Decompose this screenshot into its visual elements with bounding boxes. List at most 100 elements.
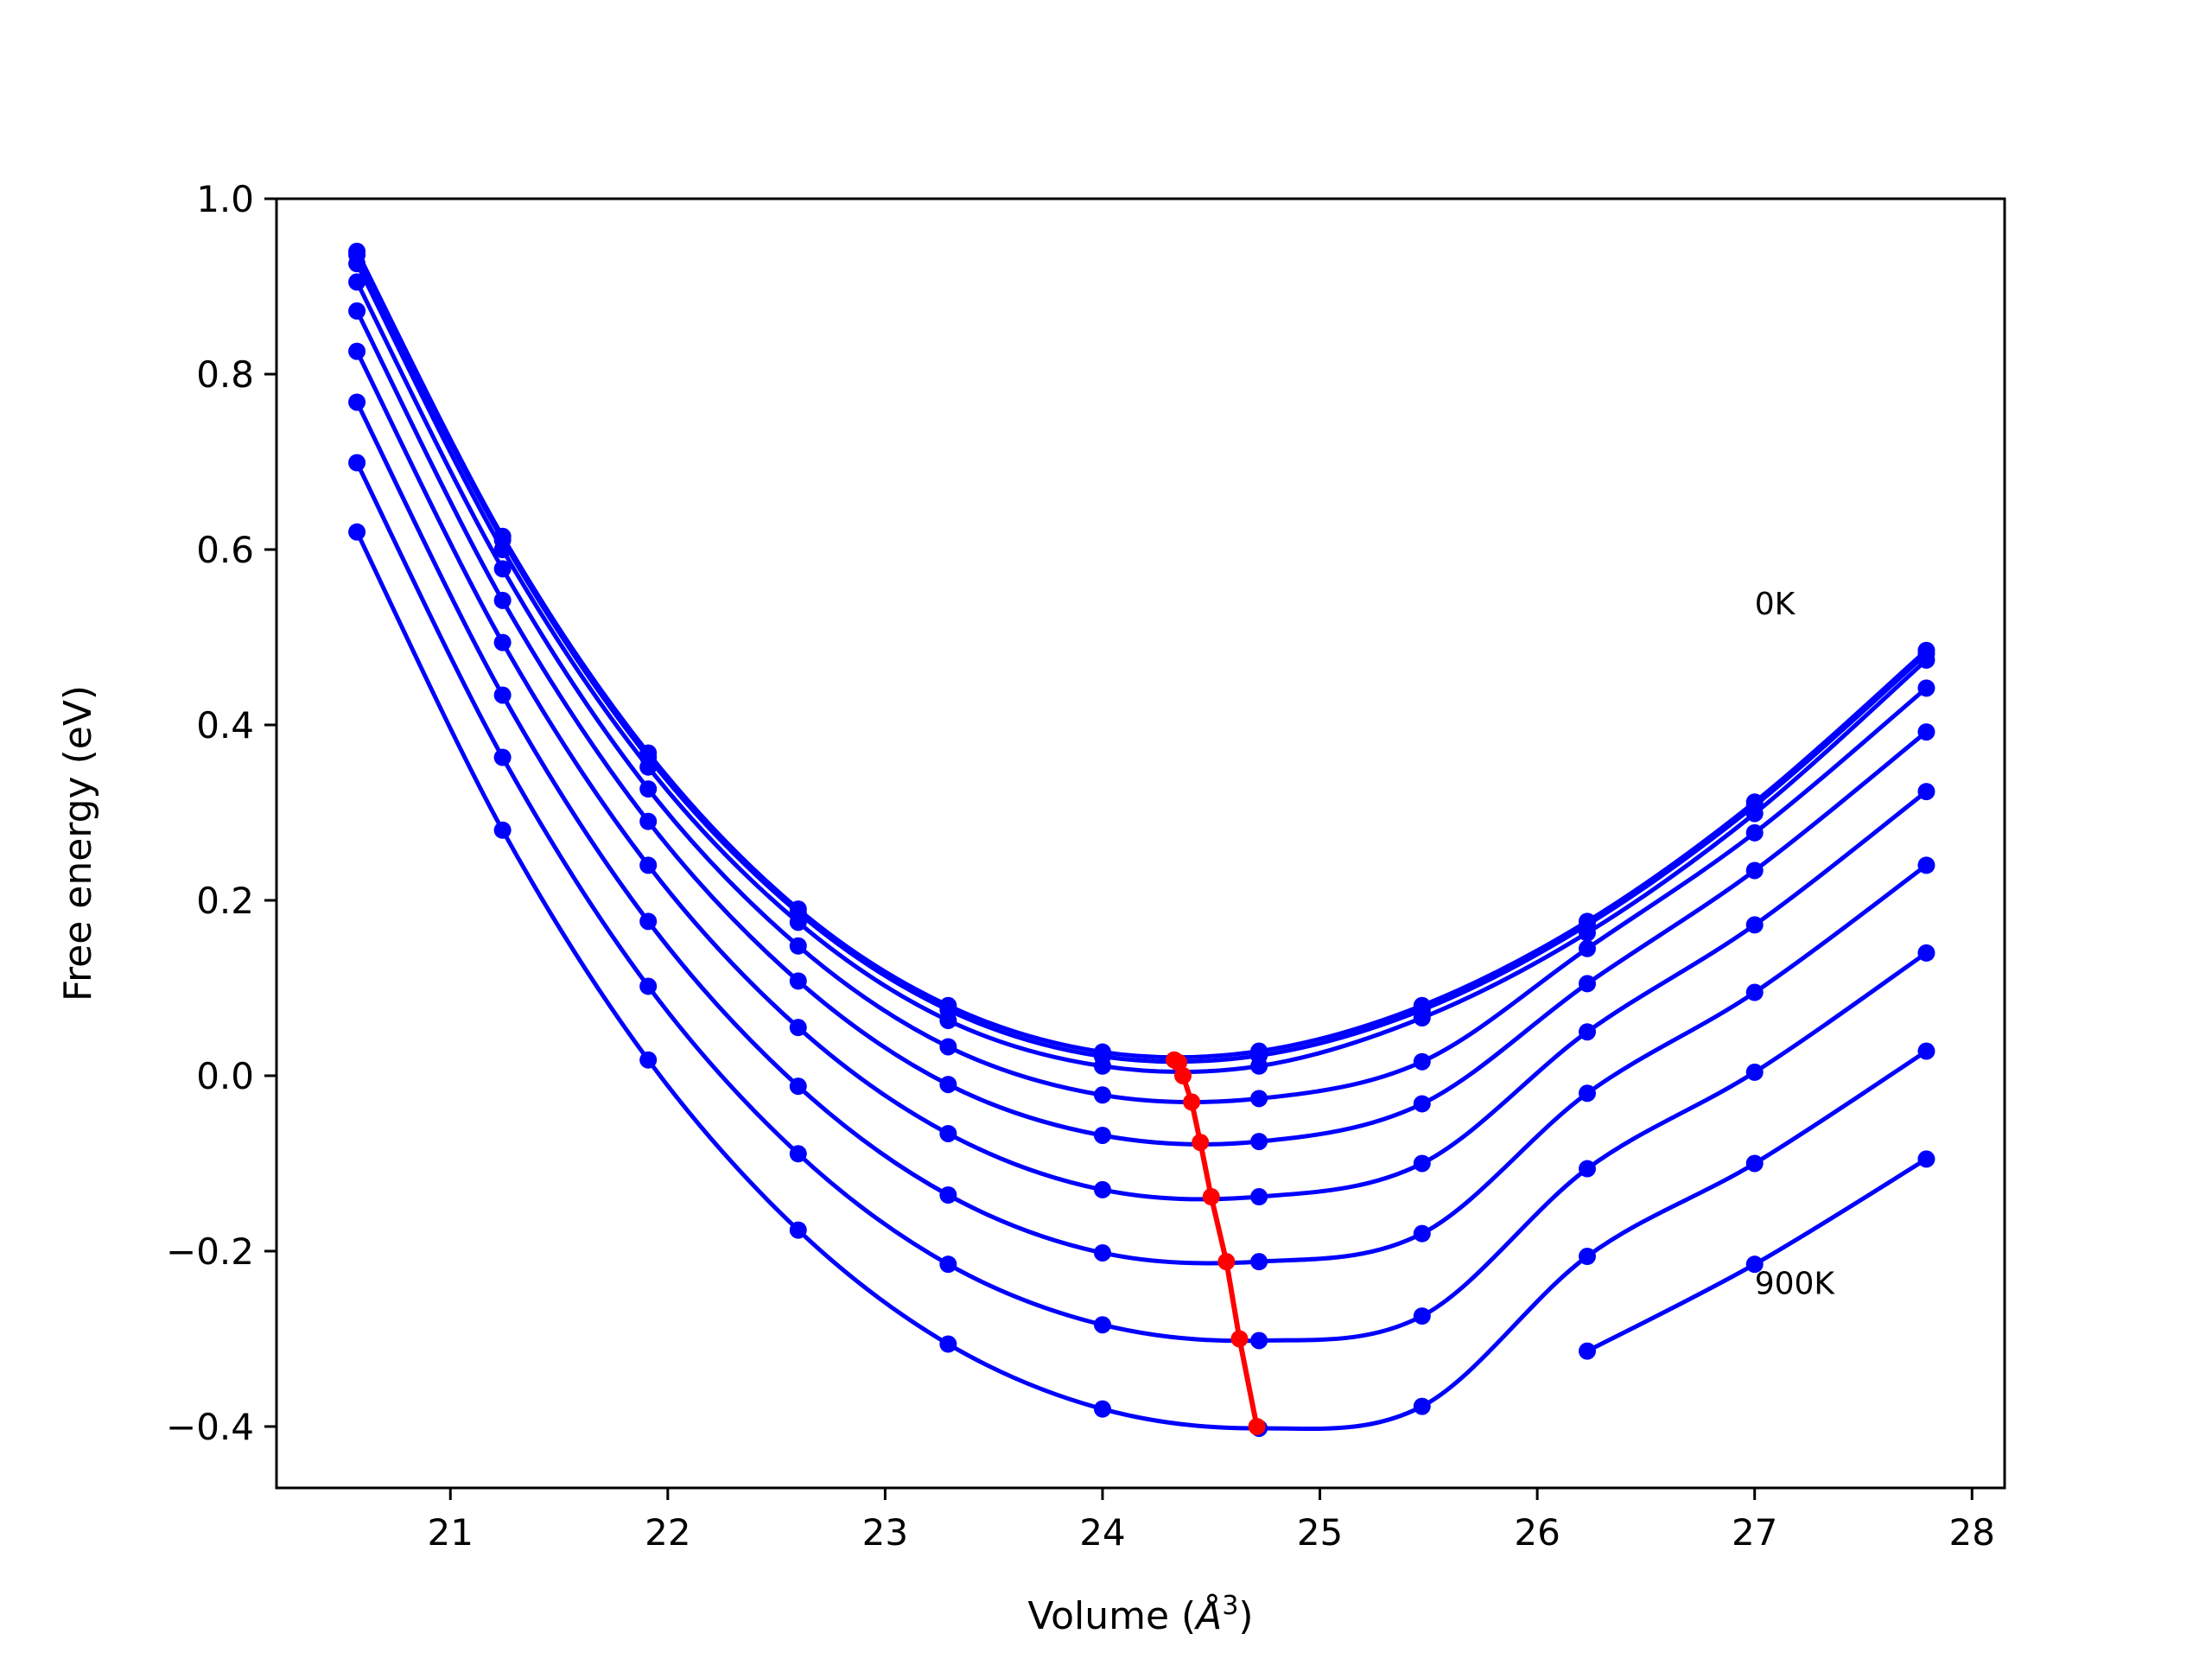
series-4-point [493, 591, 512, 609]
curve-label: 0K [1755, 587, 1796, 622]
series-6-point [1917, 856, 1936, 874]
minima-layer [1165, 1051, 1266, 1435]
series-8-point [1745, 1154, 1764, 1173]
series-7 [348, 454, 1936, 1350]
series-3-point [348, 273, 366, 291]
series-8-point [1093, 1400, 1111, 1418]
series-6-point [639, 912, 658, 931]
series-5-point [1745, 916, 1764, 934]
x-tick-label: 22 [645, 1511, 690, 1554]
y-tick-label: −0.2 [166, 1230, 254, 1273]
series-5-point [1917, 783, 1936, 801]
series-8-point [1917, 1042, 1936, 1060]
series-4-point [1413, 1095, 1431, 1113]
x-axis-ticks: 21 22 23 24 25 26 27 28 [428, 1488, 1995, 1554]
series-2-point [1093, 1057, 1111, 1075]
series-6 [348, 393, 1936, 1271]
series-7-point [639, 977, 658, 995]
series-4-point [1745, 861, 1764, 880]
series-7-point [348, 454, 366, 472]
y-tick-label: −0.4 [166, 1406, 254, 1448]
series-8-point [493, 821, 512, 839]
y-tick-label: 0.4 [196, 704, 254, 747]
series-3-point [1093, 1086, 1111, 1104]
y-tick-label: 0.2 [196, 880, 254, 922]
series-8-point [348, 523, 366, 541]
series-2-point [493, 540, 512, 558]
series-6-point [1093, 1243, 1111, 1262]
series-9 [1578, 1150, 1936, 1360]
series-5-point [348, 342, 366, 360]
series-layer [348, 242, 1936, 1437]
series-6-point [939, 1186, 957, 1205]
series-8-line [354, 531, 1928, 1432]
series-3-point [1413, 1052, 1431, 1071]
x-tick-label: 24 [1079, 1511, 1125, 1554]
series-2-point [1413, 1008, 1431, 1027]
minima-point [1230, 1330, 1249, 1348]
series-7-point [493, 748, 512, 766]
series-4-point [789, 972, 807, 990]
series-6-line [354, 401, 1928, 1266]
series-2-point [1917, 651, 1936, 669]
series-2-point [639, 758, 658, 776]
series-4-point [639, 812, 658, 830]
series-6-point [1250, 1253, 1268, 1271]
series-8-point [1578, 1248, 1596, 1266]
series-5-point [1250, 1188, 1268, 1206]
minima-point [1183, 1093, 1201, 1111]
minima-point [1192, 1134, 1210, 1152]
series-3-point [1578, 939, 1596, 957]
series-6-point [493, 686, 512, 704]
series-3-point [493, 560, 512, 578]
series-3 [348, 273, 1936, 1108]
series-7-point [939, 1255, 957, 1274]
series-6-point [789, 1077, 807, 1096]
series-3-point [789, 937, 807, 955]
x-tick-label: 26 [1514, 1511, 1560, 1554]
series-5-point [639, 856, 658, 874]
series-5-point [1578, 1023, 1596, 1041]
series-3-point [1250, 1090, 1268, 1108]
plot-frame [275, 197, 2006, 1490]
x-tick-label: 27 [1732, 1511, 1777, 1554]
annotations: 0K 900K [1755, 587, 1836, 1302]
series-4-line [354, 309, 1929, 1147]
series-7-line [354, 461, 1928, 1344]
series-9-point [1745, 1255, 1764, 1274]
series-7-point [1093, 1316, 1111, 1334]
series-5-point [1093, 1180, 1111, 1198]
series-3-point [939, 1038, 957, 1056]
series-2-point [1578, 924, 1596, 942]
series-2-point [1745, 804, 1764, 823]
series-2-point [939, 1012, 957, 1030]
series-6-point [348, 393, 366, 411]
x-axis-label: Volume (Å3) [1027, 1591, 1253, 1639]
y-axis-ticks: −0.4 −0.2 0.0 0.2 0.4 0.6 0.8 1.0 [166, 178, 276, 1448]
series-8-point [939, 1335, 957, 1353]
series-2-point [348, 255, 366, 273]
minima-point [1170, 1053, 1188, 1071]
x-tick-label: 21 [428, 1511, 474, 1554]
series-6-point [1745, 983, 1764, 1001]
minima-point [1202, 1188, 1220, 1206]
series-3-point [1745, 823, 1764, 842]
series-4-point [1578, 975, 1596, 993]
series-3-point [1917, 679, 1936, 697]
series-5-point [493, 633, 512, 652]
series-5-line [354, 350, 1928, 1202]
series-2-point [1250, 1057, 1268, 1075]
series-4-point [939, 1076, 957, 1094]
y-tick-label: 1.0 [196, 178, 254, 220]
series-7-point [1413, 1307, 1431, 1325]
series-8-point [639, 1051, 658, 1069]
minima-point [1248, 1417, 1266, 1435]
series-2-point [789, 913, 807, 931]
series-7-point [1578, 1160, 1596, 1178]
series-4-point [1093, 1126, 1111, 1144]
series-4-point [1250, 1133, 1268, 1151]
series-4-point [1917, 723, 1936, 741]
series-2 [348, 255, 1936, 1075]
y-tick-label: 0.6 [196, 529, 254, 571]
